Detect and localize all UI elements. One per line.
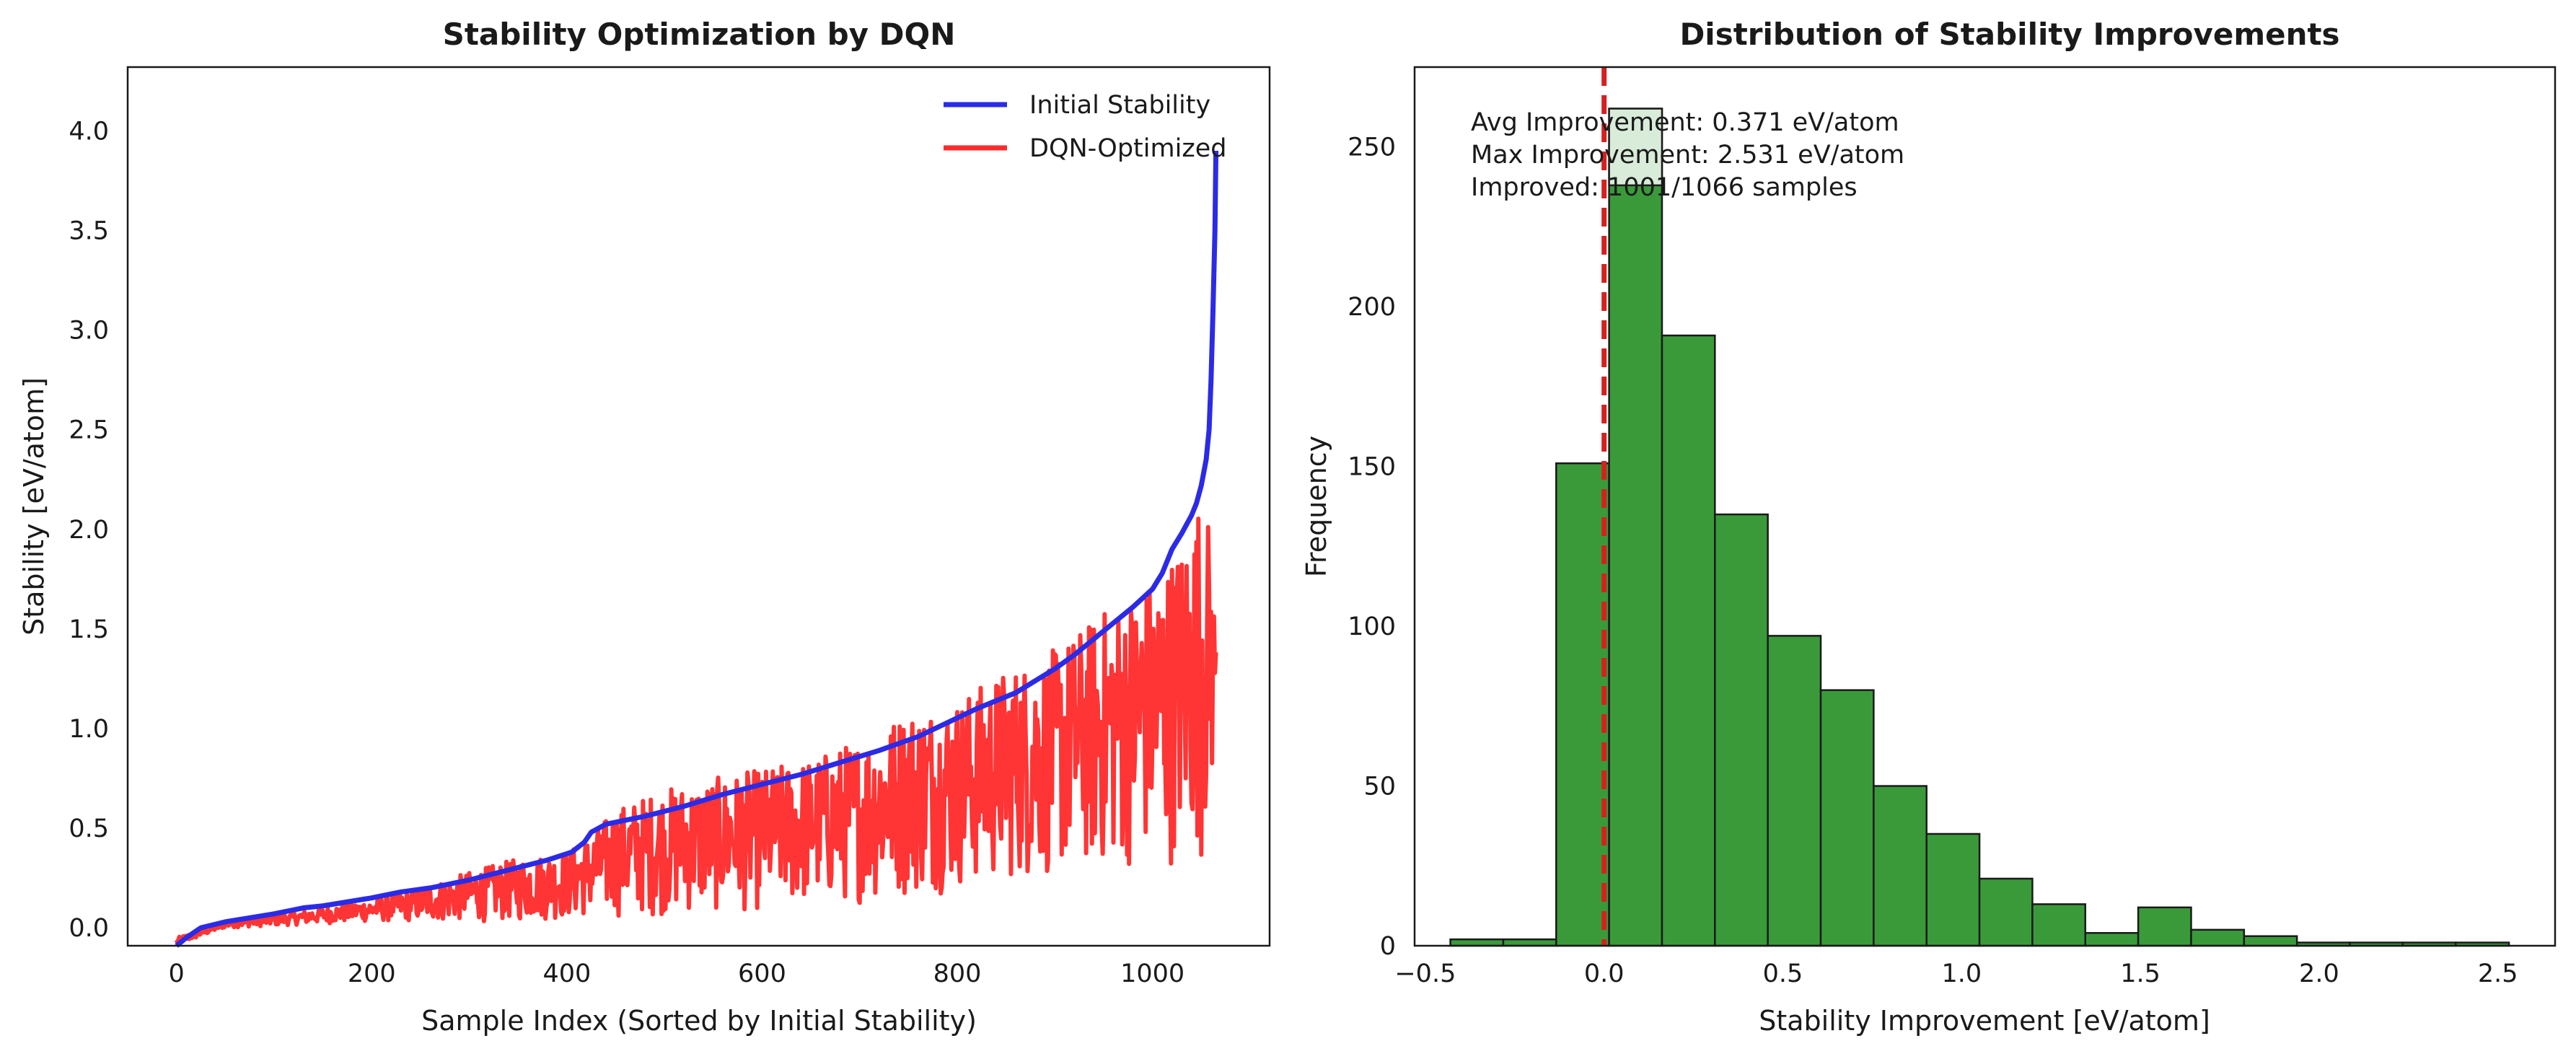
left-y-tick-label: 2.5	[69, 416, 109, 445]
histogram-bar	[2137, 906, 2192, 947]
left-x-axis-label: Sample Index (Sorted by Initial Stabilit…	[421, 1005, 977, 1037]
right-y-tick-label: 100	[1348, 612, 1396, 641]
left-y-tick-label: 2.0	[69, 516, 109, 545]
legend-label-initial-stability: Initial Stability	[1029, 91, 1210, 120]
histogram-bar	[1608, 107, 1663, 947]
left-x-tick-label: 800	[933, 959, 982, 988]
histogram-bar-highlight	[1608, 107, 1663, 187]
right-x-tick-label: 0.0	[1584, 959, 1625, 988]
left-x-tick-label: 200	[348, 959, 396, 988]
legend-label-dqn-optimized: DQN-Optimized	[1029, 134, 1226, 163]
annotation-improved-count: Improved: 1001/1066 samples	[1471, 173, 1858, 202]
left-x-tick-label: 600	[738, 959, 786, 988]
histogram-bar	[1819, 689, 1875, 947]
histogram-bar	[2031, 903, 2087, 947]
left-y-tick-label: 0.5	[69, 814, 109, 843]
right-y-tick-label: 250	[1348, 133, 1396, 162]
left-x-tick-label: 400	[542, 959, 591, 988]
left-series-group	[174, 150, 1219, 948]
histogram-bar	[2190, 928, 2246, 947]
histogram-bar	[1502, 938, 1557, 947]
left-y-tick-label: 3.0	[69, 317, 109, 346]
right-x-tick-label: 0.5	[1763, 959, 1803, 988]
histogram-bar	[2084, 932, 2140, 947]
left-y-tick-label: 1.0	[69, 715, 109, 744]
right-x-tick-label: 1.0	[1941, 959, 1982, 988]
right-x-axis-label: Stability Improvement [eV/atom]	[1759, 1005, 2210, 1037]
right-y-tick-label: 150	[1348, 453, 1396, 482]
right-x-tick-label: −0.5	[1394, 959, 1456, 988]
histogram-bar	[1449, 938, 1505, 947]
right-chart-title: Distribution of Stability Improvements	[1679, 17, 2339, 52]
right-x-tick-labels: −0.5 0.0 0.5 1.0 1.5 2.0 2.5	[1394, 959, 2518, 988]
right-plot-frame	[1413, 66, 2557, 947]
series-line-dqn-optimized	[174, 516, 1218, 945]
right-chart: Distribution of Stability Improvements −…	[1301, 17, 2557, 1037]
right-y-axis-label: Frequency	[1301, 436, 1332, 577]
left-y-tick-label: 1.5	[69, 615, 109, 644]
left-chart-title: Stability Optimization by DQN	[443, 17, 956, 52]
histogram-bar	[1714, 513, 1769, 947]
left-plot-frame	[126, 66, 1271, 947]
right-y-tick-label: 0	[1380, 932, 1396, 961]
series-line-initial-stability	[175, 150, 1219, 948]
right-y-tick-label: 200	[1348, 293, 1396, 322]
left-chart: Stability Optimization by DQN 0 200 400 600…	[18, 17, 1271, 1037]
left-x-tick-label: 0	[169, 959, 185, 988]
histogram-bar	[1873, 785, 1927, 947]
annotation-max-improvement: Max Improvement: 2.531 eV/atom	[1471, 141, 1904, 170]
histogram-bar	[2243, 935, 2298, 947]
left-x-tick-labels: 0 200 400 600 800 1000	[169, 959, 1185, 988]
left-y-tick-label: 3.5	[69, 216, 109, 245]
right-x-tick-label: 2.5	[2478, 959, 2518, 988]
left-y-axis-label: Stability [eV/atom]	[18, 377, 50, 636]
histogram-bars	[1449, 107, 2510, 947]
left-y-tick-label: 0.0	[69, 914, 109, 943]
left-legend: Initial Stability DQN-Optimized	[944, 91, 1226, 163]
left-y-tick-label: 4.0	[69, 117, 109, 146]
histogram-bar	[1925, 832, 1981, 947]
histogram-bar	[1767, 635, 1822, 947]
right-x-tick-label: 2.0	[2299, 959, 2339, 988]
histogram-bar	[1555, 462, 1610, 947]
histogram-bar	[1661, 334, 1716, 947]
right-y-tick-label: 50	[1363, 773, 1396, 801]
right-x-tick-label: 1.5	[2120, 959, 2160, 988]
right-y-tick-labels: 0 50 100 150 200 250	[1348, 133, 1396, 961]
left-y-tick-labels: 0.0 0.5 1.0 1.5 2.0 2.5 3.0 3.5 4.0	[69, 117, 109, 943]
annotation-avg-improvement: Avg Improvement: 0.371 eV/atom	[1471, 108, 1899, 137]
left-x-tick-label: 1000	[1120, 959, 1184, 988]
histogram-bar	[1978, 877, 2034, 947]
